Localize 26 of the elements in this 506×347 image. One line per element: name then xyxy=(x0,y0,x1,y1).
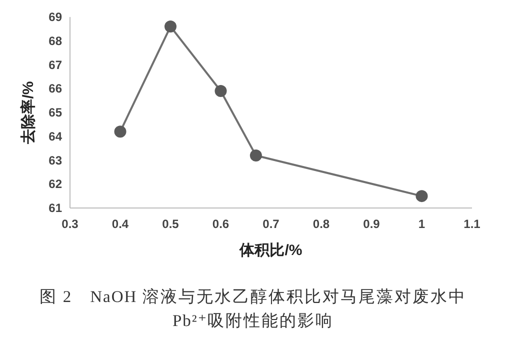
x-tick-label: 0.3 xyxy=(62,217,79,231)
y-tick-label: 64 xyxy=(48,129,62,144)
y-tick-label: 67 xyxy=(48,58,62,72)
y-tick-label: 63 xyxy=(48,153,62,168)
x-tick-label: 1.1 xyxy=(464,217,481,231)
text: 图 2 NaOH 溶液与无水乙醇体积比对马尾藻对废水中 Pb²⁺吸附性能的影响 xyxy=(38,286,468,332)
point xyxy=(250,149,262,162)
x-tick-label: 1 xyxy=(418,217,426,231)
point xyxy=(214,85,227,98)
y-tick-label: 66 xyxy=(48,82,62,96)
y-tick-label: 61 xyxy=(48,201,62,215)
point xyxy=(114,126,126,138)
x-axis-title: 体积比/% xyxy=(238,242,302,259)
y-tick-label: 69 xyxy=(48,10,62,24)
y-tick-label: 68 xyxy=(48,34,62,48)
point xyxy=(164,20,176,33)
x-tick-label: 0.4 xyxy=(112,217,129,231)
y-tick-label: 62 xyxy=(48,177,62,192)
y-tick-label: 65 xyxy=(48,106,62,120)
point xyxy=(416,190,428,202)
x-tick-label: 0.9 xyxy=(363,217,380,231)
x-tick-label: 0.8 xyxy=(312,217,330,231)
x-tick-label: 0.6 xyxy=(212,217,230,231)
x-tick-label: 0.7 xyxy=(262,217,280,231)
y-axis-title: 去除率/% xyxy=(19,81,37,145)
x-tick-label: 0.5 xyxy=(162,217,180,231)
